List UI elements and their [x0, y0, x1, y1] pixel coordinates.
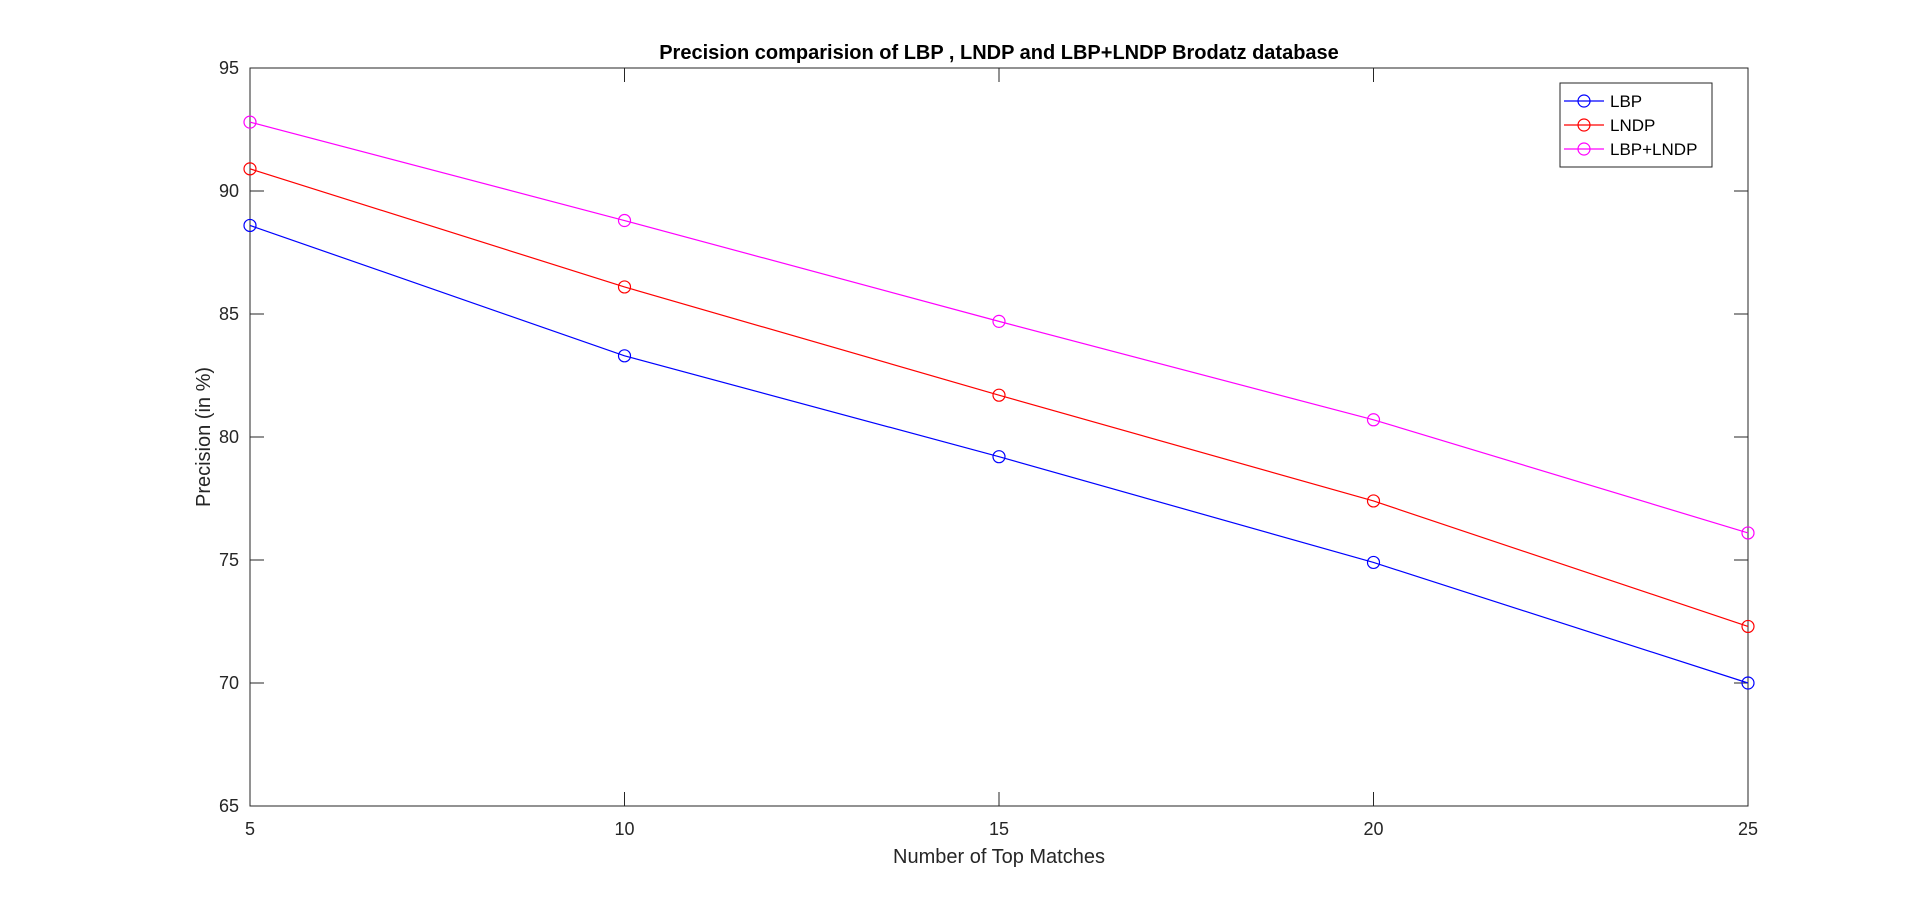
data-point-marker: [617, 349, 632, 363]
data-point-marker: [243, 162, 257, 176]
legend-label: LBP+LNDP: [1610, 140, 1697, 159]
legend-entry: LBP: [1564, 92, 1642, 111]
axes: 5 10 15 20 25 65 70 75 80 85 90 95: [219, 58, 1758, 839]
data-point-marker: [243, 115, 257, 129]
y-tick-label: 75: [219, 550, 239, 570]
data-point-marker: [1741, 676, 1755, 690]
data-point-marker: [1366, 555, 1381, 570]
x-tick-label: 10: [614, 819, 634, 839]
data-point-marker: [992, 388, 1006, 402]
x-axis-label: Number of Top Matches: [893, 846, 1105, 868]
y-tick-label: 80: [219, 427, 239, 447]
data-point-marker: [243, 218, 257, 233]
data-point-marker: [1741, 526, 1755, 540]
data-point-marker: [992, 314, 1006, 328]
data-point-marker: [992, 450, 1006, 464]
legend-marker-swatch: [1577, 94, 1591, 108]
y-tick-label: 70: [219, 673, 239, 693]
legend-box: [1559, 82, 1713, 168]
x-tick-label: 20: [1363, 819, 1383, 839]
legend-marker-swatch: [1577, 142, 1591, 156]
legend: LBP LNDP LBP+LNDP: [1559, 82, 1713, 168]
legend-entry: LBP+LNDP: [1564, 140, 1697, 159]
series-line: [249, 168, 1749, 627]
y-tick-label: 85: [219, 304, 239, 324]
series-lbp-lndp: [243, 115, 1755, 540]
plot-area-background: [250, 68, 1748, 806]
y-tick-label: 95: [219, 58, 239, 78]
legend-marker-swatch: [1577, 118, 1591, 132]
series-group: [243, 115, 1755, 690]
legend-entry: LNDP: [1564, 116, 1655, 135]
x-tick-label: 25: [1738, 819, 1758, 839]
chart-title: Precision comparision of LBP , LNDP and …: [659, 42, 1339, 64]
y-axis-label: Precision (in %): [193, 367, 215, 507]
data-point-marker: [1366, 413, 1381, 427]
data-point-marker: [617, 213, 632, 228]
y-tick-label: 65: [219, 796, 239, 816]
y-tick-label: 90: [219, 181, 239, 201]
legend-label: LNDP: [1610, 116, 1655, 135]
x-tick-label: 5: [245, 819, 255, 839]
series-lndp: [243, 162, 1755, 634]
series-line: [249, 121, 1749, 534]
data-point-marker: [1741, 619, 1755, 634]
series-line: [249, 224, 1749, 684]
data-point-marker: [617, 280, 632, 294]
x-tick-label: 15: [989, 819, 1009, 839]
legend-label: LBP: [1610, 92, 1642, 111]
data-point-marker: [1366, 494, 1381, 508]
series-lbp: [243, 218, 1755, 690]
